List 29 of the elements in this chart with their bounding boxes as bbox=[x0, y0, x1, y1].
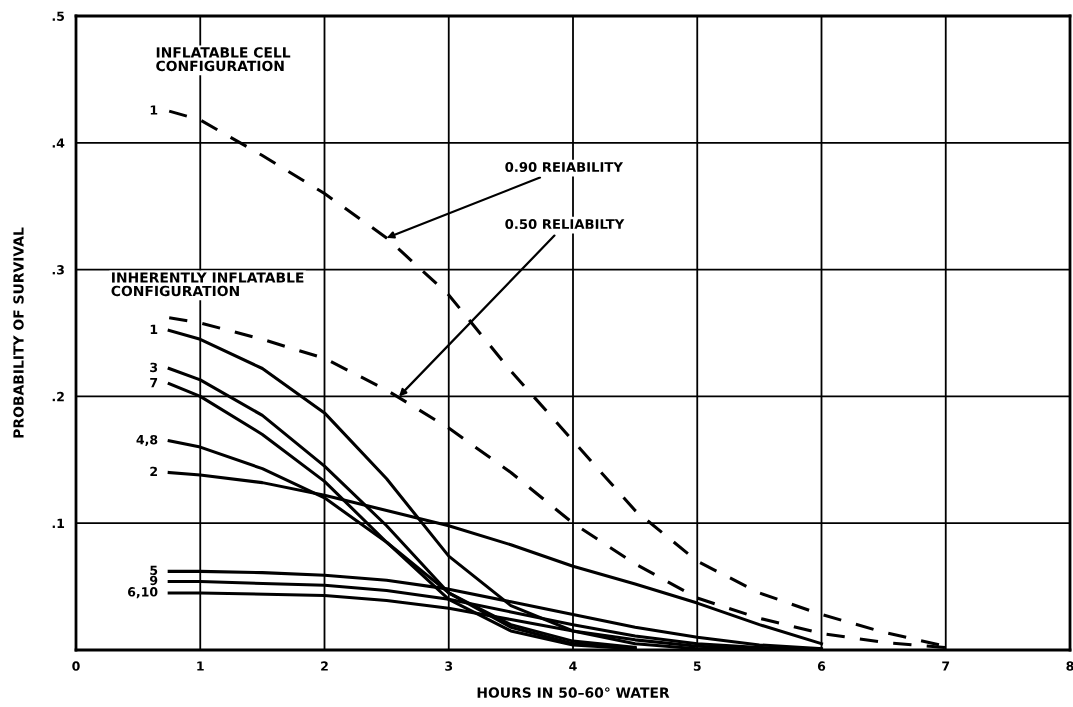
series-label: 5 bbox=[150, 565, 158, 576]
y-axis-title: PROBABILITY OF SURVIVAL bbox=[13, 227, 24, 438]
y-tick-label: .5 bbox=[52, 11, 65, 21]
series-label: 3 bbox=[150, 362, 158, 373]
x-axis-title: HOURS IN 50–60° WATER bbox=[477, 687, 670, 698]
x-tick-label: 6 bbox=[817, 661, 826, 671]
x-tick-label: 1 bbox=[197, 661, 204, 671]
x-tick-label: 2 bbox=[321, 661, 328, 671]
x-tick-label: 8 bbox=[1066, 661, 1073, 671]
series-label: 2 bbox=[150, 466, 157, 476]
series-label: 4,8 bbox=[136, 434, 158, 446]
annotation: INHERENTLY INFLATABLE CONFIGURATION bbox=[111, 272, 304, 297]
x-tick-label: 4 bbox=[569, 661, 577, 671]
series-label: 1 bbox=[150, 324, 158, 334]
series-label: 6,10 bbox=[128, 587, 158, 599]
x-tick-label: 5 bbox=[693, 661, 701, 671]
series-label: 7 bbox=[150, 378, 158, 388]
x-tick-label: 0 bbox=[72, 661, 80, 671]
series-label: 9 bbox=[150, 575, 158, 586]
y-tick-label: .1 bbox=[52, 518, 65, 528]
y-tick-label: .2 bbox=[52, 391, 64, 402]
x-tick-label: 7 bbox=[942, 661, 950, 671]
annotation: 0.50 RELIABILTY bbox=[505, 219, 625, 230]
y-tick-label: .3 bbox=[52, 265, 64, 275]
series-label: 1 bbox=[150, 105, 158, 115]
annotation: INFLATABLE CELL CONFIGURATION bbox=[156, 47, 291, 72]
x-tick-label: 3 bbox=[445, 661, 453, 671]
y-tick-label: .4 bbox=[52, 138, 65, 148]
annotation: 0.90 REIABILITY bbox=[505, 162, 624, 172]
